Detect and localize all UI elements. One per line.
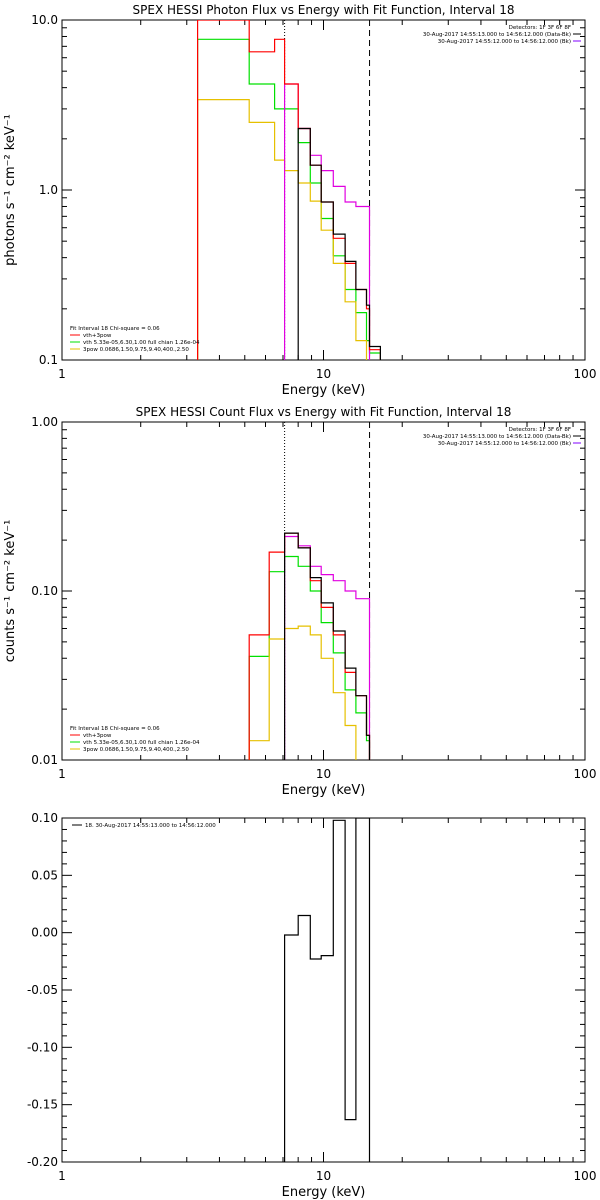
y-tick-label: 1.00 (31, 415, 58, 429)
legend-entry: 30-Aug-2017 14:55:13.000 to 14:56:12.000… (423, 434, 571, 440)
legend-entry: 3pow 0.0686,1.50,9.75,9.40,400.,2.50 (83, 747, 189, 753)
plot-frame (61, 817, 586, 1163)
x-tick-label: 10 (316, 767, 331, 781)
x-tick-label: 10 (316, 1169, 331, 1183)
legend-entry: Detectors: 1F 3F 6F 8F (509, 427, 571, 433)
series-group (284, 818, 371, 1162)
x-tick-label: 1 (58, 367, 66, 381)
legend-entry: 30-Aug-2017 14:55:12.000 to 14:56:12.000… (438, 39, 571, 45)
legend-entry: 30-Aug-2017 14:55:12.000 to 14:56:12.000… (438, 441, 571, 447)
y-tick-label: 1.0 (39, 183, 58, 197)
y-tick-label: 0.10 (31, 584, 58, 598)
legend-entry: 30-Aug-2017 14:55:13.000 to 14:56:12.000… (423, 32, 571, 38)
chart-panel-3: Energy (keV) 1 10 100 0.10 0.05 0.00 -0.05 -0.10… (27, 811, 597, 1200)
x-axis-label: Energy (keV) (282, 1185, 366, 1200)
x-axis-label: Energy (keV) (282, 783, 366, 798)
x-tick-label: 100 (574, 767, 597, 781)
y-tick-label: 0.1 (39, 353, 58, 367)
y-tick-label: -0.10 (27, 1040, 58, 1054)
y-tick-label: 0.05 (31, 868, 58, 882)
series-line-3 (197, 20, 381, 360)
x-tick-label: 1 (58, 767, 66, 781)
chart-panel-2: SPEX HESSI Count Flux vs Energy with Fit… (3, 405, 596, 798)
x-tick-label: 100 (574, 1169, 597, 1183)
legend-entry: Fit Interval 18 Chi-square = 0.06 (70, 726, 160, 732)
legend-entry: vth+3pow (83, 733, 112, 739)
legend-bottom: Fit Interval 18 Chi-square = 0.06vth+3po… (70, 326, 200, 353)
legend-entry: 3pow 0.0686,1.50,9.75,9.40,400.,2.50 (83, 347, 189, 353)
series-line-1 (297, 127, 381, 360)
series-line-4 (197, 38, 381, 360)
chart-title: SPEX HESSI Photon Flux vs Energy with Fi… (133, 3, 515, 17)
plot-frame (61, 19, 586, 361)
series-line-2 (284, 535, 371, 760)
series-line-2 (284, 83, 371, 360)
legend-entry: Fit Interval 18 Chi-square = 0.06 (70, 326, 160, 332)
y-tick-label: 10.0 (31, 13, 58, 27)
series-line-1 (284, 532, 371, 760)
y-tick-label: 0.10 (31, 811, 58, 825)
legend-entry: vth+3pow (83, 333, 112, 339)
x-tick-label: 100 (574, 367, 597, 381)
y-axis-label: photons s⁻¹ cm⁻² keV⁻¹ (3, 114, 18, 266)
series-line-5 (248, 625, 357, 760)
legend-entry: vth 5.33e-05,6.30,1.00 full chian 1.26e-… (83, 740, 200, 746)
y-tick-label: 0.00 (31, 926, 58, 940)
legend-entry: vth 5.33e-05,6.30,1.00 full chian 1.26e-… (83, 340, 200, 346)
series-line-4 (248, 555, 371, 760)
series-group (197, 20, 381, 360)
y-axis-label: counts s⁻¹ cm⁻² keV⁻¹ (3, 520, 18, 663)
series-group (248, 532, 371, 760)
legend-top: 18. 30-Aug-2017 14:55:13.000 to 14:56:12… (72, 823, 216, 829)
chart-title: SPEX HESSI Count Flux vs Energy with Fit… (136, 405, 512, 419)
plot-frame (61, 421, 586, 761)
y-tick-label: -0.20 (27, 1155, 58, 1169)
chart-panel-1: SPEX HESSI Photon Flux vs Energy with Fi… (3, 3, 596, 398)
x-axis-label: Energy (keV) (282, 383, 366, 398)
x-tick-label: 1 (58, 1169, 66, 1183)
legend-entry: 18. 30-Aug-2017 14:55:13.000 to 14:56:12… (85, 823, 216, 829)
x-tick-label: 10 (316, 367, 331, 381)
y-tick-label: 0.01 (31, 753, 58, 767)
y-tick-label: -0.05 (27, 983, 58, 997)
legend-entry: Detectors: 1F 3F 6F 8F (509, 25, 571, 31)
legend-bottom: Fit Interval 18 Chi-square = 0.06vth+3po… (70, 726, 200, 753)
series-line-5 (197, 99, 368, 360)
y-tick-label: -0.15 (27, 1098, 58, 1112)
series-line-1 (284, 818, 371, 1162)
